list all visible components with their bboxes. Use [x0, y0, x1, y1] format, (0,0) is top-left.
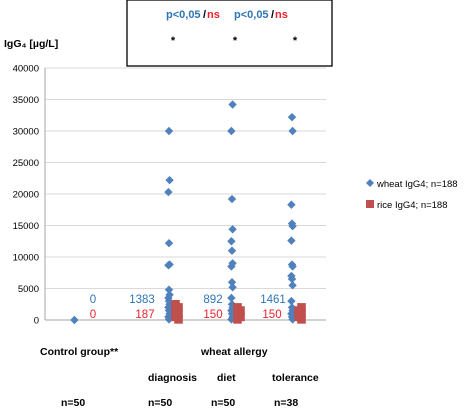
legend-rice-label: rice IgG4; n=188	[377, 200, 448, 211]
wheat-point	[228, 283, 237, 292]
legend: wheat IgG4; n=188 rice IgG4; n=188	[366, 179, 458, 211]
wheat-point	[164, 260, 173, 270]
wheat-point	[227, 194, 237, 204]
wheat-point	[287, 236, 296, 245]
rice-point	[174, 315, 183, 324]
significance-box	[126, 0, 333, 67]
y-tick-label: 10000	[13, 253, 39, 264]
wheat-point	[164, 126, 174, 136]
wheat-point	[227, 126, 236, 136]
n-control: n=50	[61, 397, 85, 408]
y-ticks: 0 5000 10000 15000 20000 25000 30000 35000 40000	[13, 64, 39, 327]
wheat-point	[164, 285, 174, 294]
grid	[45, 67, 326, 289]
wheat-point	[164, 187, 173, 197]
wheat-point	[288, 281, 297, 290]
rice-point	[297, 315, 306, 324]
y-axis-label: IgG₄ [µg/L]	[4, 38, 58, 50]
wheat-point	[288, 126, 297, 136]
category-control: Control group**	[40, 346, 119, 358]
data-points	[70, 100, 306, 325]
legend-wheat-marker	[366, 179, 374, 187]
value-rice-tolerance: 150	[262, 309, 281, 321]
wheat-point	[165, 175, 174, 185]
wheat-point	[287, 274, 297, 284]
y-tick-label: 25000	[13, 158, 39, 169]
y-tick-label: 40000	[13, 64, 39, 75]
value-wheat-diet: 892	[203, 294, 222, 306]
y-tick-label: 30000	[13, 127, 39, 138]
wheat-point	[227, 278, 237, 287]
wheat-point	[164, 315, 174, 324]
wheat-point	[227, 246, 237, 255]
category-wheat-allergy: wheat allergy	[200, 346, 268, 358]
value-rice-control: 0	[90, 309, 96, 321]
n-diagnosis: n=50	[148, 397, 172, 408]
category-diet: diet	[217, 372, 236, 384]
wheat-point	[288, 262, 297, 271]
category-diagnosis: diagnosis	[148, 372, 197, 384]
value-wheat-diagnosis: 1383	[129, 294, 155, 306]
legend-rice-marker	[366, 200, 374, 208]
wheat-point	[287, 296, 296, 306]
star-1: *	[171, 35, 176, 47]
sig-1-p: p<0,05	[166, 9, 201, 21]
star-3: *	[293, 35, 298, 47]
y-tick-label: 20000	[13, 190, 39, 201]
wheat-point	[287, 112, 297, 122]
wheat-point	[287, 200, 296, 209]
sig-1-ns: ns	[207, 9, 220, 21]
legend-wheat-label: wheat IgG4; n=188	[376, 179, 458, 190]
y-tick-label: 15000	[13, 221, 39, 232]
value-wheat-tolerance: 1461	[260, 294, 286, 306]
y-tick-label: 5000	[18, 284, 39, 295]
star-2: *	[233, 35, 238, 47]
wheat-point	[228, 100, 237, 109]
y-tick-label: 0	[34, 316, 39, 327]
wheat-point	[228, 225, 237, 234]
sig-2-ns: ns	[275, 9, 288, 21]
value-wheat-control: 0	[90, 294, 96, 306]
wheat-point	[164, 238, 174, 248]
n-diet: n=50	[211, 397, 235, 408]
rice-point	[233, 315, 242, 324]
sig-1-sep: /	[203, 9, 206, 21]
n-tolerance: n=38	[274, 397, 298, 408]
value-rice-diagnosis: 187	[135, 309, 154, 321]
value-rice-diet: 150	[203, 309, 222, 321]
wheat-point	[70, 315, 79, 325]
y-tick-label: 35000	[13, 95, 39, 106]
wheat-point	[288, 221, 297, 231]
sig-2-sep: /	[271, 9, 274, 21]
wheat-point	[227, 262, 236, 271]
category-tolerance: tolerance	[272, 372, 319, 384]
wheat-point	[227, 293, 236, 303]
wheat-point	[227, 237, 236, 246]
sig-2-p: p<0,05	[234, 9, 269, 21]
